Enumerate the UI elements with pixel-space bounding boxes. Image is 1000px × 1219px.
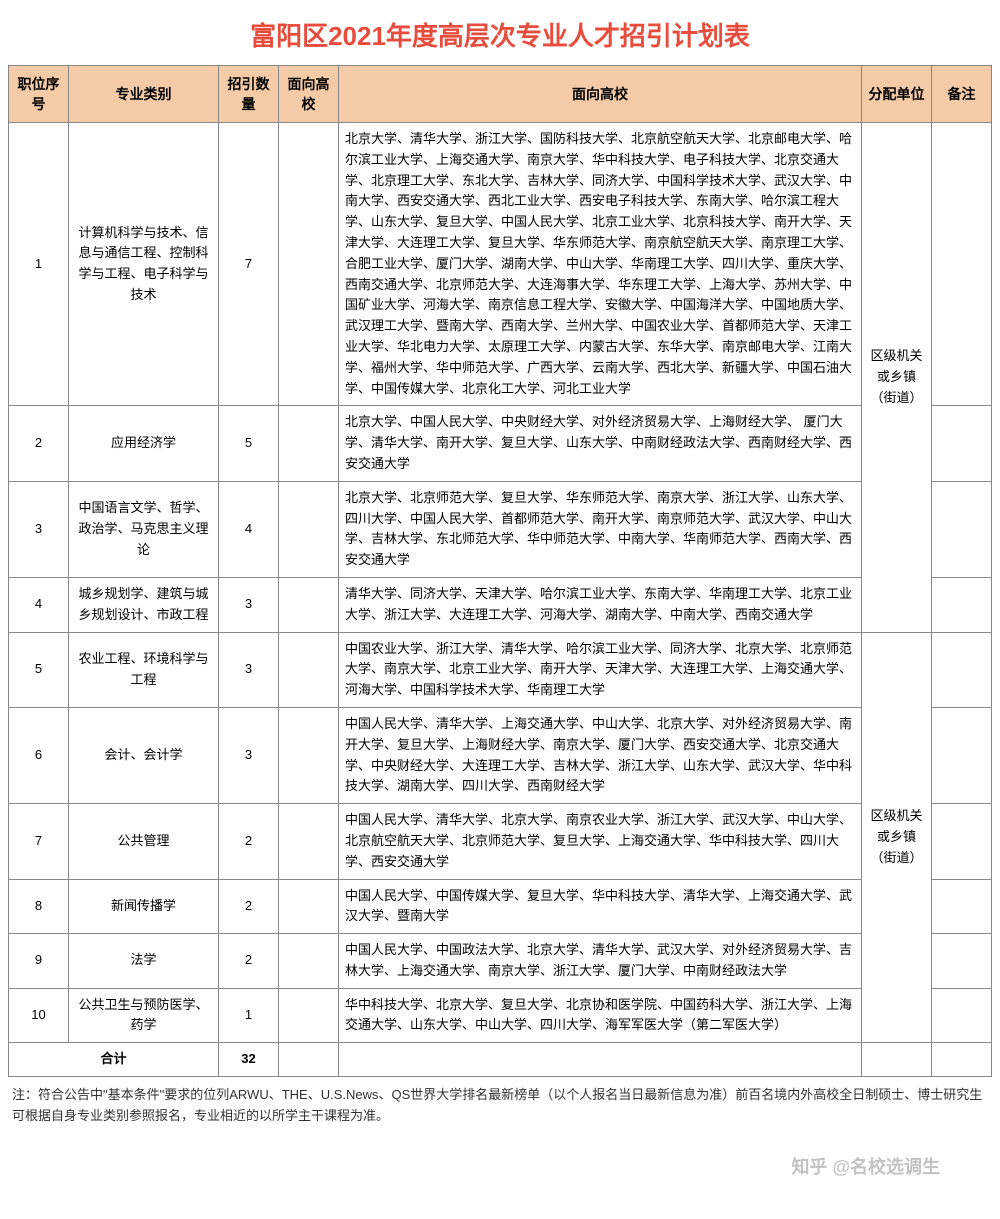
cell-idx: 2 bbox=[9, 406, 69, 481]
table-row: 2应用经济学5 北京大学、中国人民大学、中央财经大学、对外经济贸易大学、上海财经大… bbox=[9, 406, 992, 481]
table-row: 6会计、会计学3 中国人民大学、清华大学、上海交通大学、中山大学、北京大学、对外经… bbox=[9, 707, 992, 803]
col-header-major: 专业类别 bbox=[69, 66, 219, 123]
cell-unit: 区级机关或乡镇（街道） bbox=[862, 632, 932, 1043]
cell-target-blank bbox=[279, 707, 339, 803]
total-blank bbox=[339, 1043, 862, 1077]
cell-note bbox=[932, 804, 992, 879]
cell-count: 5 bbox=[219, 406, 279, 481]
table-row: 7公共管理2 中国人民大学、清华大学、北京大学、南京农业大学、浙江大学、武汉大学、… bbox=[9, 804, 992, 879]
total-row: 合计32 bbox=[9, 1043, 992, 1077]
cell-major: 计算机科学与技术、信息与通信工程、控制科学与工程、电子科学与技术 bbox=[69, 123, 219, 406]
cell-note bbox=[932, 123, 992, 406]
total-label: 合计 bbox=[9, 1043, 219, 1077]
cell-target-blank bbox=[279, 481, 339, 577]
cell-count: 3 bbox=[219, 577, 279, 632]
recruitment-table: 职位序号 专业类别 招引数量 面向高校 面向高校 分配单位 备注 1计算机科学与… bbox=[8, 65, 992, 1077]
table-row: 10公共卫生与预防医学、药学1 华中科技大学、北京大学、复旦大学、北京协和医学院、… bbox=[9, 988, 992, 1043]
cell-schools: 中国人民大学、中国政法大学、北京大学、清华大学、武汉大学、对外经济贸易大学、吉林… bbox=[339, 934, 862, 989]
cell-schools: 北京大学、北京师范大学、复旦大学、华东师范大学、南京大学、浙江大学、山东大学、四… bbox=[339, 481, 862, 577]
table-row: 8新闻传播学2 中国人民大学、中国传媒大学、复旦大学、华中科技大学、清华大学、上海… bbox=[9, 879, 992, 934]
cell-target-blank bbox=[279, 934, 339, 989]
cell-note bbox=[932, 406, 992, 481]
col-header-target1: 面向高校 bbox=[279, 66, 339, 123]
footnote: 注：符合公告中"基本条件"要求的位列ARWU、THE、U.S.News、QS世界… bbox=[8, 1077, 992, 1131]
cell-count: 2 bbox=[219, 879, 279, 934]
total-count: 32 bbox=[219, 1043, 279, 1077]
cell-idx: 5 bbox=[9, 632, 69, 707]
table-title: 富阳区2021年度高层次专业人才招引计划表 bbox=[8, 8, 992, 65]
header-row: 职位序号 专业类别 招引数量 面向高校 面向高校 分配单位 备注 bbox=[9, 66, 992, 123]
cell-note bbox=[932, 632, 992, 707]
cell-count: 7 bbox=[219, 123, 279, 406]
cell-schools: 华中科技大学、北京大学、复旦大学、北京协和医学院、中国药科大学、浙江大学、上海交… bbox=[339, 988, 862, 1043]
col-header-unit: 分配单位 bbox=[862, 66, 932, 123]
cell-idx: 3 bbox=[9, 481, 69, 577]
cell-count: 1 bbox=[219, 988, 279, 1043]
table-row: 9法学2 中国人民大学、中国政法大学、北京大学、清华大学、武汉大学、对外经济贸易大… bbox=[9, 934, 992, 989]
cell-major: 公共管理 bbox=[69, 804, 219, 879]
cell-schools: 北京大学、清华大学、浙江大学、国防科技大学、北京航空航天大学、北京邮电大学、哈尔… bbox=[339, 123, 862, 406]
cell-idx: 6 bbox=[9, 707, 69, 803]
cell-major: 农业工程、环境科学与工程 bbox=[69, 632, 219, 707]
col-header-idx: 职位序号 bbox=[9, 66, 69, 123]
cell-unit: 区级机关或乡镇（街道） bbox=[862, 123, 932, 633]
cell-schools: 中国农业大学、浙江大学、清华大学、哈尔滨工业大学、同济大学、北京大学、北京师范大… bbox=[339, 632, 862, 707]
cell-note bbox=[932, 988, 992, 1043]
cell-major: 中国语言文学、哲学、政治学、马克思主义理论 bbox=[69, 481, 219, 577]
table-row: 5农业工程、环境科学与工程3 中国农业大学、浙江大学、清华大学、哈尔滨工业大学、同… bbox=[9, 632, 992, 707]
cell-count: 3 bbox=[219, 632, 279, 707]
cell-schools: 中国人民大学、清华大学、北京大学、南京农业大学、浙江大学、武汉大学、中山大学、北… bbox=[339, 804, 862, 879]
cell-idx: 9 bbox=[9, 934, 69, 989]
table-row: 3中国语言文学、哲学、政治学、马克思主义理论4 北京大学、北京师范大学、复旦大学、… bbox=[9, 481, 992, 577]
cell-schools: 清华大学、同济大学、天津大学、哈尔滨工业大学、东南大学、华南理工大学、北京工业大… bbox=[339, 577, 862, 632]
cell-note bbox=[932, 707, 992, 803]
cell-note bbox=[932, 577, 992, 632]
cell-idx: 4 bbox=[9, 577, 69, 632]
cell-major: 新闻传播学 bbox=[69, 879, 219, 934]
cell-idx: 1 bbox=[9, 123, 69, 406]
cell-target-blank bbox=[279, 123, 339, 406]
cell-target-blank bbox=[279, 988, 339, 1043]
cell-note bbox=[932, 934, 992, 989]
cell-count: 3 bbox=[219, 707, 279, 803]
table-row: 1计算机科学与技术、信息与通信工程、控制科学与工程、电子科学与技术7北京大学、清… bbox=[9, 123, 992, 406]
cell-major: 会计、会计学 bbox=[69, 707, 219, 803]
cell-schools: 北京大学、中国人民大学、中央财经大学、对外经济贸易大学、上海财经大学、 厦门大学… bbox=[339, 406, 862, 481]
cell-count: 4 bbox=[219, 481, 279, 577]
cell-schools: 中国人民大学、中国传媒大学、复旦大学、华中科技大学、清华大学、上海交通大学、武汉… bbox=[339, 879, 862, 934]
cell-target-blank bbox=[279, 577, 339, 632]
watermark: 知乎 @名校选调生 bbox=[791, 1153, 940, 1179]
cell-idx: 10 bbox=[9, 988, 69, 1043]
cell-count: 2 bbox=[219, 804, 279, 879]
col-header-note: 备注 bbox=[932, 66, 992, 123]
cell-schools: 中国人民大学、清华大学、上海交通大学、中山大学、北京大学、对外经济贸易大学、南开… bbox=[339, 707, 862, 803]
cell-target-blank bbox=[279, 879, 339, 934]
table-body: 1计算机科学与技术、信息与通信工程、控制科学与工程、电子科学与技术7北京大学、清… bbox=[9, 123, 992, 1077]
total-blank bbox=[862, 1043, 932, 1077]
cell-target-blank bbox=[279, 406, 339, 481]
cell-major: 法学 bbox=[69, 934, 219, 989]
cell-major: 公共卫生与预防医学、药学 bbox=[69, 988, 219, 1043]
col-header-target2: 面向高校 bbox=[339, 66, 862, 123]
cell-major: 城乡规划学、建筑与城乡规划设计、市政工程 bbox=[69, 577, 219, 632]
table-row: 4城乡规划学、建筑与城乡规划设计、市政工程3 清华大学、同济大学、天津大学、哈尔滨… bbox=[9, 577, 992, 632]
cell-note bbox=[932, 879, 992, 934]
cell-idx: 7 bbox=[9, 804, 69, 879]
col-header-count: 招引数量 bbox=[219, 66, 279, 123]
cell-note bbox=[932, 481, 992, 577]
total-blank bbox=[932, 1043, 992, 1077]
cell-count: 2 bbox=[219, 934, 279, 989]
cell-target-blank bbox=[279, 632, 339, 707]
cell-major: 应用经济学 bbox=[69, 406, 219, 481]
cell-target-blank bbox=[279, 804, 339, 879]
total-blank bbox=[279, 1043, 339, 1077]
cell-idx: 8 bbox=[9, 879, 69, 934]
